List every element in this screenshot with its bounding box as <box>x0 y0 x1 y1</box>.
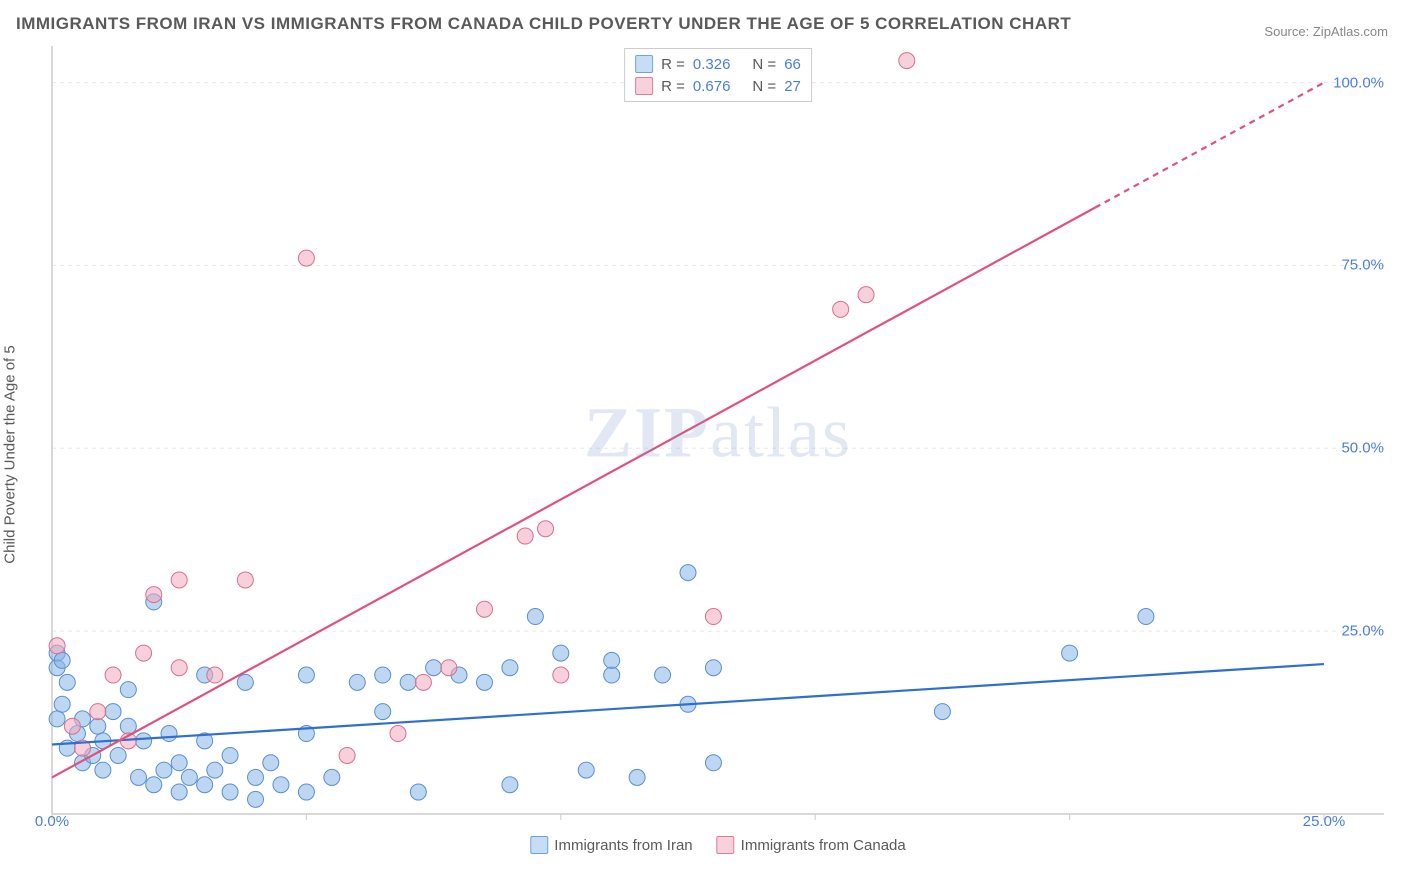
y-tick-label: 50.0% <box>1341 440 1384 457</box>
y-tick-label: 100.0% <box>1333 74 1384 91</box>
legend-swatch <box>635 77 653 95</box>
legend-r-value: 0.676 <box>693 78 731 95</box>
legend-n-label: N = <box>752 78 776 95</box>
source-label: Source: <box>1264 24 1309 39</box>
y-axis-label: Child Poverty Under the Age of 5 <box>2 345 19 563</box>
legend-series: Immigrants from Iran Immigrants from Can… <box>530 836 905 854</box>
legend-series-item: Immigrants from Canada <box>717 836 906 854</box>
legend-correlation: R = 0.326 N = 66 R = 0.676 N = 27 <box>624 48 812 102</box>
source-link[interactable]: ZipAtlas.com <box>1313 24 1388 39</box>
chart-area: ZIPatlas R = 0.326 N = 66 R = 0.676 N = … <box>46 44 1390 854</box>
legend-n-value: 66 <box>784 56 801 73</box>
legend-correlation-row: R = 0.676 N = 27 <box>635 75 801 97</box>
y-tick-label: 25.0% <box>1341 623 1384 640</box>
chart-title: IMMIGRANTS FROM IRAN VS IMMIGRANTS FROM … <box>16 14 1071 34</box>
legend-n-value: 27 <box>784 78 801 95</box>
legend-correlation-row: R = 0.326 N = 66 <box>635 53 801 75</box>
legend-r-label: R = <box>661 56 685 73</box>
legend-swatch <box>635 55 653 73</box>
scatter-chart-svg <box>46 44 1390 854</box>
legend-n-label: N = <box>752 56 776 73</box>
source-attribution: Source: ZipAtlas.com <box>1264 24 1388 39</box>
y-tick-label: 75.0% <box>1341 257 1384 274</box>
legend-swatch <box>717 836 735 854</box>
x-tick-label: 0.0% <box>35 813 69 830</box>
legend-r-label: R = <box>661 78 685 95</box>
legend-series-item: Immigrants from Iran <box>530 836 692 854</box>
x-tick-label: 25.0% <box>1303 813 1346 830</box>
legend-series-label: Immigrants from Canada <box>741 837 906 854</box>
legend-swatch <box>530 836 548 854</box>
legend-series-label: Immigrants from Iran <box>554 837 692 854</box>
legend-r-value: 0.326 <box>693 56 731 73</box>
